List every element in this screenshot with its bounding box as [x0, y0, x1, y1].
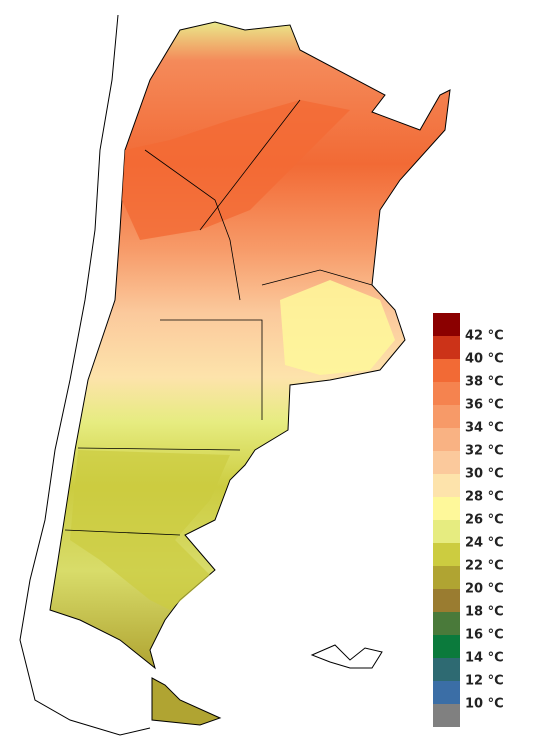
legend-label: 24 °C [465, 536, 504, 551]
legend-label: 26 °C [465, 513, 504, 528]
legend-label: 28 °C [465, 490, 504, 505]
legend: 42 °C 40 °C 38 °C 36 °C 34 °C 32 °C 30 °C 28 °C… [433, 313, 504, 727]
legend-swatch [433, 543, 460, 566]
patagonia-olive [70, 450, 230, 610]
legend-swatch [433, 589, 460, 612]
buenos-aires-yellow [280, 280, 395, 375]
legend-swatch [433, 681, 460, 704]
legend-label: 16 °C [465, 628, 504, 643]
legend-swatch [433, 497, 460, 520]
warm-core [122, 100, 350, 240]
legend-label: 38 °C [465, 375, 504, 390]
legend-swatch [433, 359, 460, 382]
legend-swatch [433, 428, 460, 451]
legend-label: 42 °C [465, 329, 504, 344]
falkland-islands [310, 644, 383, 669]
legend-swatch [433, 451, 460, 474]
legend-swatch [433, 336, 460, 359]
legend-label: 30 °C [465, 467, 504, 482]
legend-swatch [433, 520, 460, 543]
province-lines [64, 99, 373, 536]
legend-label: 32 °C [465, 444, 504, 459]
chile-outline [19, 14, 151, 736]
legend-label: 10 °C [465, 697, 504, 712]
legend-swatch [433, 405, 460, 428]
legend-swatch [433, 566, 460, 589]
legend-swatch [433, 612, 460, 635]
legend-label: 40 °C [465, 352, 504, 367]
legend-label: 34 °C [465, 421, 504, 436]
legend-label: 18 °C [465, 605, 504, 620]
legend-label: 22 °C [465, 559, 504, 574]
legend-label: 12 °C [465, 674, 504, 689]
legend-swatch [433, 635, 460, 658]
legend-swatch [433, 382, 460, 405]
legend-swatch [433, 313, 460, 336]
legend-label: 20 °C [465, 582, 504, 597]
legend-swatch [433, 704, 460, 727]
tierra-del-fuego [151, 677, 222, 726]
legend-label: 36 °C [465, 398, 504, 413]
legend-label: 14 °C [465, 651, 504, 666]
legend-swatch [433, 658, 460, 681]
legend-swatch [433, 474, 460, 497]
